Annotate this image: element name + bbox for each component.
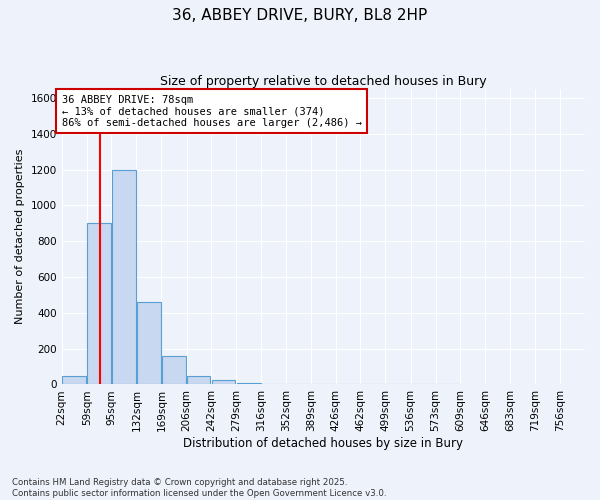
Bar — [112, 170, 136, 384]
Bar — [88, 224, 110, 384]
X-axis label: Distribution of detached houses by size in Bury: Distribution of detached houses by size … — [184, 437, 463, 450]
Title: Size of property relative to detached houses in Bury: Size of property relative to detached ho… — [160, 75, 487, 88]
Bar — [187, 376, 211, 384]
Bar — [162, 356, 186, 384]
Bar — [137, 302, 161, 384]
Y-axis label: Number of detached properties: Number of detached properties — [15, 149, 25, 324]
Bar — [62, 376, 86, 384]
Bar — [237, 382, 260, 384]
Text: 36, ABBEY DRIVE, BURY, BL8 2HP: 36, ABBEY DRIVE, BURY, BL8 2HP — [172, 8, 428, 22]
Text: 36 ABBEY DRIVE: 78sqm
← 13% of detached houses are smaller (374)
86% of semi-det: 36 ABBEY DRIVE: 78sqm ← 13% of detached … — [62, 94, 362, 128]
Bar — [212, 380, 235, 384]
Text: Contains HM Land Registry data © Crown copyright and database right 2025.
Contai: Contains HM Land Registry data © Crown c… — [12, 478, 386, 498]
